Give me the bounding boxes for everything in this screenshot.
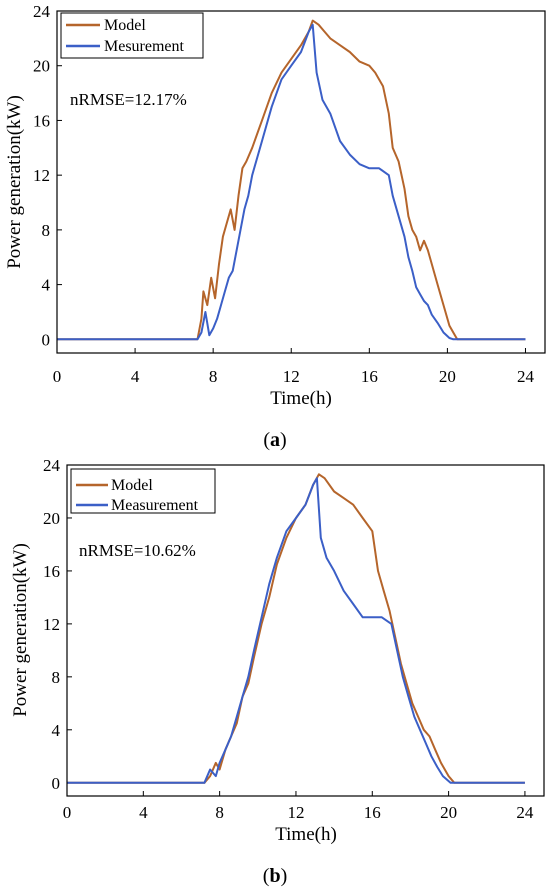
x-tick-label-a-5: 20 bbox=[439, 367, 456, 386]
plot-lines-a bbox=[57, 19, 526, 341]
x-tick-label-b-3: 12 bbox=[287, 803, 304, 822]
x-tick-labels-b: 0 4 8 12 16 20 24 bbox=[63, 791, 534, 822]
x-tick-label-b-1: 4 bbox=[139, 803, 148, 822]
panel-caption-b: (b) bbox=[263, 865, 287, 887]
x-tick-label-b-5: 20 bbox=[440, 803, 457, 822]
x-tick-label-a-2: 8 bbox=[209, 367, 218, 386]
x-tick-label-a-0: 0 bbox=[53, 367, 62, 386]
x-tick-labels-a: 0 4 8 12 16 20 24 bbox=[53, 348, 535, 386]
x-tick-label-b-6: 24 bbox=[516, 803, 534, 822]
x-tick-label-a-1: 4 bbox=[131, 367, 140, 386]
x-axis-label-a: Time(h) bbox=[270, 388, 332, 409]
y-axis-label-a: Power generation(kW) bbox=[4, 95, 25, 269]
x-tick-label-b-0: 0 bbox=[63, 803, 72, 822]
nrmse-annotation-a: nRMSE=12.17% bbox=[70, 90, 187, 109]
y-tick-label-b-0: 0 bbox=[52, 774, 61, 793]
y-tick-label-b-1: 4 bbox=[52, 721, 61, 740]
legend-box-a bbox=[60, 12, 204, 59]
legend-label-model-a: Model bbox=[104, 17, 146, 34]
plot-frame-a bbox=[56, 10, 546, 354]
plot-lines-b bbox=[67, 473, 525, 784]
y-tick-label-b-2: 8 bbox=[52, 668, 61, 687]
x-tick-label-a-3: 12 bbox=[283, 367, 300, 386]
y-tick-label-a-3: 12 bbox=[33, 166, 50, 185]
x-tick-label-b-4: 16 bbox=[364, 803, 381, 822]
chart-panel-b: 0 4 8 12 16 20 24 0 4 8 12 16 20 24 Model Measuremen… bbox=[10, 456, 545, 887]
series-line-measurement-b bbox=[67, 477, 525, 784]
x-tick-label-a-6: 24 bbox=[517, 367, 535, 386]
series-line-model-a bbox=[57, 19, 526, 341]
series-line-model-b bbox=[67, 473, 525, 784]
legend-label-measurement-b: Measurement bbox=[111, 497, 199, 514]
x-tick-label-b-2: 8 bbox=[215, 803, 224, 822]
nrmse-annotation-b: nRMSE=10.62% bbox=[79, 541, 196, 560]
y-tick-label-a-4: 16 bbox=[33, 111, 50, 130]
chart-panel-a: 0 4 8 12 16 20 24 0 4 8 12 16 20 24 Model Mesurement… bbox=[4, 2, 546, 451]
y-tick-label-a-5: 20 bbox=[33, 57, 50, 76]
x-axis-label-b: Time(h) bbox=[275, 824, 337, 845]
x-tick-label-a-4: 16 bbox=[361, 367, 378, 386]
panel-caption-a: (a) bbox=[263, 429, 286, 451]
series-line-measurement-a bbox=[57, 23, 526, 341]
plot-frame-b bbox=[66, 464, 545, 797]
legend-b: Model Measurement bbox=[70, 468, 216, 514]
legend-label-measurement-a: Mesurement bbox=[104, 38, 185, 55]
y-tick-label-a-2: 8 bbox=[42, 221, 51, 240]
y-tick-label-b-4: 16 bbox=[43, 562, 60, 581]
y-tick-label-b-3: 12 bbox=[43, 615, 60, 634]
y-tick-label-b-5: 20 bbox=[43, 509, 60, 528]
y-tick-labels-b: 0 4 8 12 16 20 24 bbox=[43, 456, 72, 793]
y-axis-label-b: Power generation(kW) bbox=[10, 543, 31, 717]
y-tick-label-a-0: 0 bbox=[42, 330, 51, 349]
y-tick-labels-a: 0 4 8 12 16 20 24 bbox=[33, 2, 62, 349]
y-tick-label-b-6: 24 bbox=[43, 456, 61, 475]
legend-label-model-b: Model bbox=[111, 477, 153, 494]
legend-a: Model Mesurement bbox=[60, 12, 204, 59]
y-tick-label-a-6: 24 bbox=[33, 2, 51, 21]
y-tick-label-a-1: 4 bbox=[42, 276, 51, 295]
